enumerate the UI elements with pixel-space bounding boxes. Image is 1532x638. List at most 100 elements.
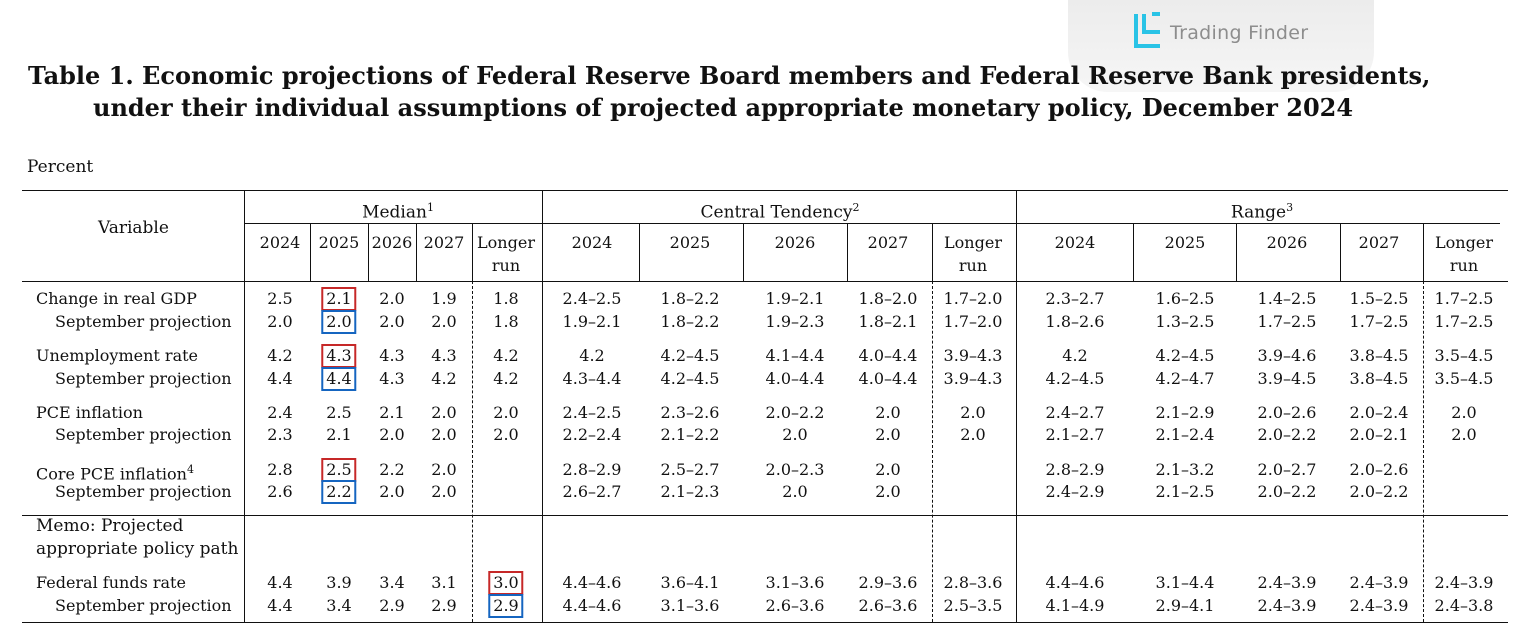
- median-year-2025: 2025: [318, 233, 360, 252]
- median-central-rule: [542, 190, 543, 622]
- central-tendency-cell: 3.6–4.1: [660, 573, 720, 592]
- range-cell: 4.4–4.6: [1045, 573, 1105, 592]
- central-tendency-cell: 1.7–2.0: [943, 289, 1003, 308]
- range-subcol-rule-2: [1340, 223, 1341, 281]
- range-header-label: Range: [1230, 202, 1287, 223]
- median-cell: 2.2: [379, 460, 405, 479]
- highlighted-median-cell: 2.2: [321, 480, 357, 504]
- range-longer-dashed: [1423, 281, 1424, 622]
- median-cell: 2.8: [267, 460, 293, 479]
- range-cell: 3.5–4.5: [1434, 369, 1494, 388]
- central-tendency-cell: 2.0: [960, 403, 986, 422]
- median-cell: 3.4: [379, 573, 405, 592]
- highlighted-median-cell: 3.0: [488, 571, 524, 595]
- range-header-footnote: 3: [1286, 201, 1294, 214]
- range-year-2024: 2024: [1054, 233, 1096, 252]
- range-cell: 2.0–2.2: [1257, 482, 1317, 501]
- central-tendency-cell: 4.2: [579, 346, 605, 365]
- median-cell: 4.4: [267, 596, 293, 615]
- memo-label-line-2: appropriate policy path: [36, 539, 239, 559]
- median-header-label: Median: [362, 202, 427, 223]
- range-cell: 4.2–4.5: [1155, 346, 1215, 365]
- range-cell: 3.9–4.5: [1257, 369, 1317, 388]
- central-tendency-cell: 3.1–3.6: [765, 573, 825, 592]
- central-tendency-cell: 4.4–4.6: [562, 573, 622, 592]
- highlighted-median-cell: 2.1: [321, 287, 357, 311]
- median-subcol-rule-2: [416, 223, 417, 281]
- central-tendency-cell: 2.8–2.9: [562, 460, 622, 479]
- range-cell: 4.2: [1062, 346, 1088, 365]
- median-cell: 4.4: [267, 573, 293, 592]
- central-tendency-cell: 2.0: [782, 425, 808, 444]
- range-cell: 2.0–2.4: [1349, 403, 1409, 422]
- central-range-rule: [1016, 190, 1017, 622]
- central-tendency-cell: 2.5–3.5: [943, 596, 1003, 615]
- range-cell: 3.8–4.5: [1349, 369, 1409, 388]
- median-cell: 4.2: [493, 369, 519, 388]
- median-subcol-rule-1: [368, 223, 369, 281]
- table-bottom-rule: [22, 622, 1508, 623]
- median-cell: 2.0: [379, 289, 405, 308]
- median-cell: 2.0: [431, 425, 457, 444]
- central-tendency-cell: 2.0: [782, 482, 808, 501]
- row-label: Unemployment rate: [36, 346, 198, 366]
- row-label-text: Change in real GDP: [36, 289, 197, 308]
- row-label: Federal funds rate: [36, 573, 186, 593]
- range-longer-header: Longer: [1435, 233, 1493, 252]
- watermark: Trading Finder: [1068, 0, 1374, 92]
- central-tendency-cell: 2.1–2.2: [660, 425, 720, 444]
- median-cell: 1.9: [431, 289, 457, 308]
- median-cell: 2.0: [493, 425, 519, 444]
- central-tendency-cell: 2.6–2.7: [562, 482, 622, 501]
- range-cell: 2.0: [1451, 425, 1477, 444]
- central-tendency-cell: 2.8–3.6: [943, 573, 1003, 592]
- central-run-header: run: [958, 256, 988, 275]
- range-subcol-rule-1: [1236, 223, 1237, 281]
- median-cell: 4.3: [431, 346, 457, 365]
- central-tendency-cell: 2.5–2.7: [660, 460, 720, 479]
- central-tendency-cell: 2.0: [875, 460, 901, 479]
- header-bottom-rule: [22, 281, 1508, 282]
- range-year-2027: 2027: [1358, 233, 1400, 252]
- central-subcol-rule-2: [847, 223, 848, 281]
- median-year-2026: 2026: [371, 233, 413, 252]
- memo-rule: [22, 515, 1508, 516]
- range-cell: 2.9–4.1: [1155, 596, 1215, 615]
- range-cell: 1.5–2.5: [1349, 289, 1409, 308]
- row-sublabel: September projection: [55, 482, 232, 502]
- highlighted-median-cell: 4.4: [321, 367, 357, 391]
- range-cell: 3.9–4.6: [1257, 346, 1317, 365]
- row-label-text: Core PCE inflation: [36, 464, 187, 484]
- range-cell: 2.0–2.6: [1257, 403, 1317, 422]
- central-tendency-cell: 4.2–4.5: [660, 369, 720, 388]
- central-longer-rule: [932, 223, 933, 281]
- group-header-rule: [244, 223, 1500, 224]
- row-label-text: September projection: [55, 425, 232, 444]
- median-cell: 2.0: [379, 312, 405, 331]
- range-cell: 2.1–3.2: [1155, 460, 1215, 479]
- row-label: Core PCE inflation4: [36, 460, 194, 484]
- range-longer-rule: [1423, 223, 1424, 281]
- median-cell: 2.0: [431, 403, 457, 422]
- range-cell: 2.1–2.9: [1155, 403, 1215, 422]
- range-cell: 1.7–2.5: [1434, 289, 1494, 308]
- range-cell: 2.0–2.7: [1257, 460, 1317, 479]
- central-tendency-cell: 4.0–4.4: [858, 369, 918, 388]
- range-cell: 2.4–3.9: [1349, 573, 1409, 592]
- median-cell: 2.0: [431, 312, 457, 331]
- title-line-2: under their individual assumptions of pr…: [93, 93, 1354, 122]
- median-cell: 2.0: [379, 482, 405, 501]
- central-year-2026: 2026: [774, 233, 816, 252]
- central-tendency-cell: 4.0–4.4: [765, 369, 825, 388]
- range-cell: 4.2–4.5: [1045, 369, 1105, 388]
- central-year-2027: 2027: [867, 233, 909, 252]
- range-run-header: run: [1449, 256, 1479, 275]
- median-cell: 2.0: [493, 403, 519, 422]
- row-label-text: September projection: [55, 312, 232, 331]
- central-tendency-cell: 1.8–2.1: [858, 312, 918, 331]
- central-tendency-cell: 3.9–4.3: [943, 346, 1003, 365]
- central-subcol-rule-0: [639, 223, 640, 281]
- row-label-text: Federal funds rate: [36, 573, 186, 592]
- median-cell: 1.8: [493, 312, 519, 331]
- central-tendency-cell: 1.7–2.0: [943, 312, 1003, 331]
